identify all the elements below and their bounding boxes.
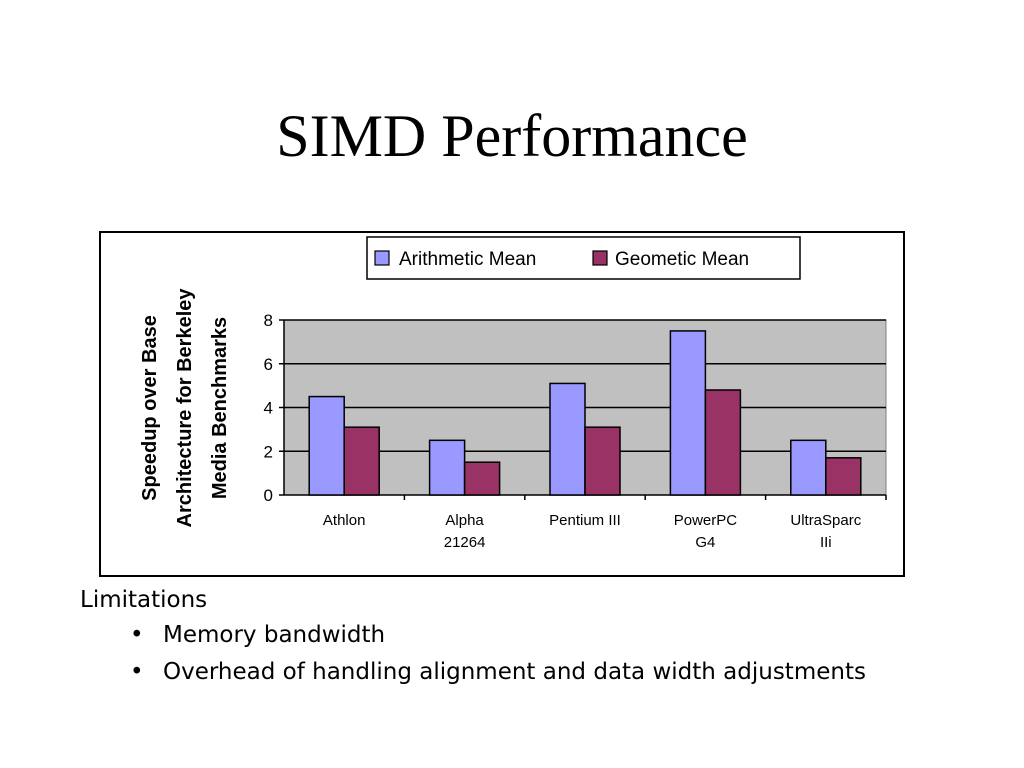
x-tick-label: UltraSparc — [790, 512, 861, 529]
limitations-list: • Memory bandwidth • Overhead of handlin… — [80, 617, 866, 691]
bar-geometic-mean — [825, 457, 862, 496]
y-axis-title: Media Benchmarks — [209, 317, 231, 499]
bar-arithmetic-mean — [308, 395, 345, 496]
bar-geometic-mean — [704, 389, 742, 496]
legend-label: Arithmetic Mean — [399, 249, 536, 270]
bar-chart: 0 2 4 6 8 Athlon Alpha 21264 Pentium III PowerPC G… — [139, 236, 887, 551]
x-tick-label: PowerPC — [674, 512, 738, 529]
bar-geometic-mean — [463, 461, 501, 496]
list-item: • Overhead of handling alignment and dat… — [130, 654, 866, 691]
y-tick-label: 8 — [264, 311, 273, 330]
y-tick-label: 6 — [264, 355, 273, 374]
list-item: • Memory bandwidth — [130, 617, 866, 654]
y-tick-label: 4 — [264, 399, 273, 418]
bar-arithmetic-mean — [549, 382, 586, 496]
x-tick-label: Alpha — [445, 512, 484, 529]
y-tick-label: 0 — [264, 486, 273, 505]
list-item-text: Memory bandwidth — [163, 622, 386, 648]
y-tick-label: 2 — [264, 442, 273, 461]
bullet-icon: • — [130, 622, 144, 648]
y-axis-title: Architecture for Berkeley — [174, 288, 196, 528]
bar-geometic-mean — [343, 426, 380, 496]
legend — [366, 236, 801, 280]
chart-frame: 0 2 4 6 8 Athlon Alpha 21264 Pentium III PowerPC G… — [99, 231, 905, 577]
bullet-icon: • — [130, 659, 144, 685]
x-tick-label: 21264 — [444, 534, 486, 551]
legend-swatch — [592, 250, 608, 266]
y-axis-title: Speedup over Base — [139, 315, 161, 501]
bar-arithmetic-mean — [669, 330, 707, 496]
x-tick-label: Pentium III — [549, 512, 621, 529]
limitations-heading: Limitations — [80, 587, 208, 613]
bar-geometic-mean — [584, 426, 621, 496]
slide-title: SIMD Performance — [276, 103, 748, 169]
legend-label: Geometic Mean — [615, 249, 749, 270]
bar-arithmetic-mean — [790, 439, 827, 496]
list-item-text: Overhead of handling alignment and data … — [163, 659, 866, 685]
legend-swatch — [374, 250, 390, 266]
bar-arithmetic-mean — [428, 439, 466, 496]
x-tick-label: G4 — [695, 534, 715, 551]
x-tick-label: Athlon — [323, 512, 366, 529]
x-tick-label: IIi — [820, 534, 832, 551]
limitations-section: Limitations • Memory bandwidth • Overhea… — [80, 583, 866, 691]
